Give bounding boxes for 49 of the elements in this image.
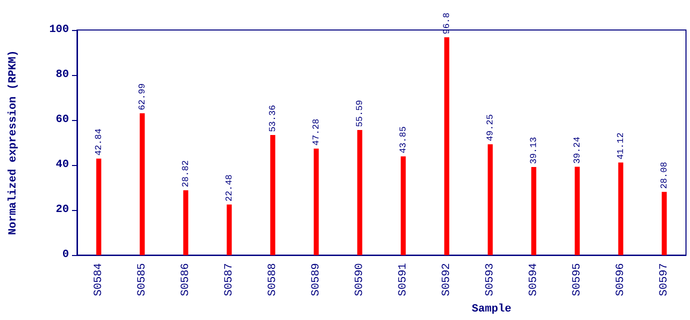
y-axis-title: Normalized expression (RPKM) bbox=[8, 50, 20, 235]
x-tick-label: S0586 bbox=[180, 263, 192, 296]
bar bbox=[662, 192, 667, 256]
bar bbox=[400, 156, 406, 256]
x-tick-label: S0597 bbox=[658, 263, 670, 296]
x-tick-label: S0592 bbox=[440, 263, 453, 296]
x-tick-label: S0589 bbox=[310, 263, 322, 296]
x-tick-label: S0584 bbox=[92, 262, 105, 296]
bar bbox=[96, 158, 102, 256]
y-tick-label: 40 bbox=[56, 159, 69, 172]
bar bbox=[270, 134, 276, 256]
x-tick-label: S0596 bbox=[614, 263, 627, 296]
data-label: 49.25 bbox=[485, 114, 496, 142]
data-label: 55.59 bbox=[354, 100, 365, 127]
data-label: 53.36 bbox=[268, 104, 278, 132]
x-tick-label: S0594 bbox=[528, 262, 540, 296]
x-tick-label: S0593 bbox=[484, 263, 496, 296]
data-label: 39.13 bbox=[528, 137, 539, 164]
y-tick-label: 80 bbox=[56, 69, 69, 82]
data-label: 47.28 bbox=[311, 118, 322, 146]
x-tick-label: S0595 bbox=[571, 263, 584, 296]
data-label: 39.24 bbox=[572, 136, 582, 164]
x-axis-title: Sample bbox=[472, 304, 512, 316]
data-label: 22.48 bbox=[224, 174, 234, 202]
bar bbox=[357, 130, 362, 256]
bar bbox=[183, 190, 188, 256]
bar bbox=[140, 113, 145, 256]
x-tick-label: S0591 bbox=[397, 262, 410, 296]
y-tick-label: 0 bbox=[62, 249, 69, 262]
bar bbox=[531, 167, 536, 256]
x-tick-label: S0588 bbox=[266, 263, 279, 296]
x-tick-label: S0585 bbox=[136, 263, 148, 296]
bar bbox=[618, 162, 624, 256]
x-tick-label: S0590 bbox=[354, 263, 366, 296]
x-tick-label: S0587 bbox=[223, 263, 236, 296]
y-tick-label: 60 bbox=[56, 114, 69, 126]
data-label: 41.12 bbox=[616, 132, 626, 160]
bar bbox=[314, 148, 319, 256]
bar bbox=[226, 204, 232, 256]
data-label: 28.08 bbox=[659, 162, 670, 189]
y-tick-label: 20 bbox=[56, 204, 69, 216]
data-label: 42.84 bbox=[94, 128, 104, 156]
data-label: 28.82 bbox=[180, 160, 191, 188]
bar bbox=[488, 144, 493, 256]
y-tick-label: 100 bbox=[49, 24, 69, 36]
bar bbox=[444, 37, 450, 256]
data-label: 62.99 bbox=[137, 83, 148, 110]
data-label: 43.85 bbox=[398, 126, 408, 154]
bar bbox=[574, 166, 580, 256]
